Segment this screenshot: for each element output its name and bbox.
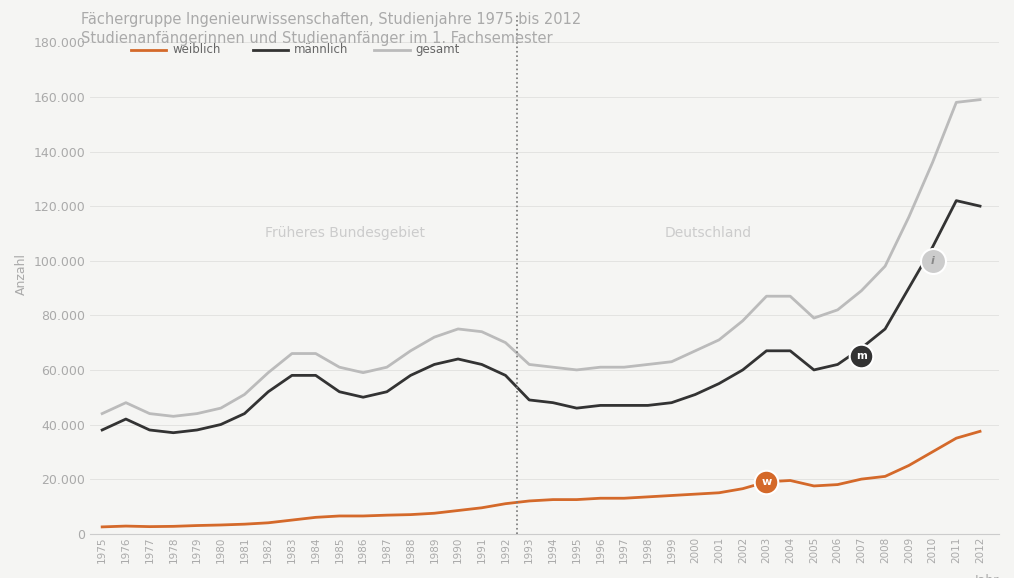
Text: Fächergruppe Ingenieurwissenschaften, Studienjahre 1975 bis 2012
Studienanfänger: Fächergruppe Ingenieurwissenschaften, St… <box>81 12 581 46</box>
Y-axis label: Anzahl: Anzahl <box>15 253 28 295</box>
Text: w: w <box>762 477 772 487</box>
Text: gesamt: gesamt <box>416 43 460 56</box>
Text: Deutschland: Deutschland <box>664 226 751 240</box>
Text: i: i <box>931 255 935 266</box>
Text: m: m <box>856 351 867 361</box>
Text: Früheres Bundesgebiet: Früheres Bundesgebiet <box>265 226 425 240</box>
Text: männlich: männlich <box>294 43 349 56</box>
Text: weiblich: weiblich <box>172 43 221 56</box>
Text: Jahr: Jahr <box>974 574 999 578</box>
